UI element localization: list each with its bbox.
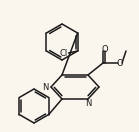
- Text: O: O: [117, 60, 123, 69]
- Text: N: N: [85, 100, 91, 109]
- Text: O: O: [102, 44, 108, 53]
- Text: N: N: [42, 82, 48, 91]
- Text: Cl: Cl: [59, 48, 68, 58]
